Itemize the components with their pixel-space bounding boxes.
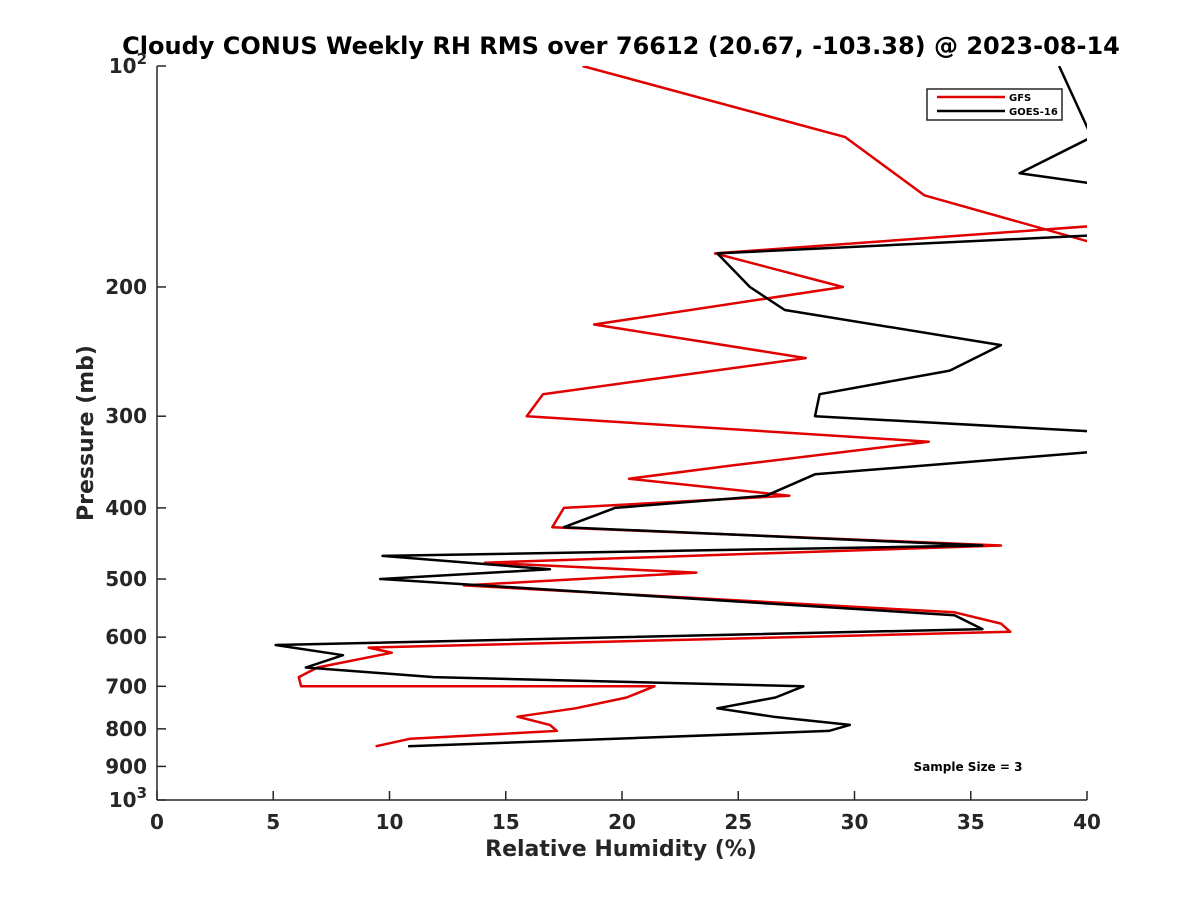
x-tick-label: 0 [150,810,164,834]
y-tick-label: 200 [105,275,147,299]
x-tick-label: 30 [841,810,869,834]
y-tick-label: 103 [109,784,147,812]
x-tick-label: 35 [957,810,985,834]
y-tick-label: 300 [105,404,147,428]
y-tick-label: 500 [105,567,147,591]
x-tick-label: 5 [266,810,280,834]
y-tick-label-exponent: 2 [137,50,147,68]
chart-title: Cloudy CONUS Weekly RH RMS over 76612 (2… [122,32,1120,60]
y-tick-label: 800 [105,717,147,741]
series-line-gfs [297,66,1087,748]
x-tick-label: 10 [376,810,404,834]
y-tick-label: 700 [105,674,147,698]
y-tick-label: 102 [109,50,147,78]
x-axis-label: Relative Humidity (%) [485,837,757,862]
y-tick-label: 600 [105,625,147,649]
series-layer [274,66,1087,748]
x-tick-label: 40 [1073,810,1101,834]
y-tick-label-exponent: 3 [137,784,147,802]
y-tick-label: 400 [105,496,147,520]
series-line-goes16 [274,66,1087,748]
legend-box [926,88,1063,121]
legend-label-goes16: GOES-16 [1009,107,1058,118]
sample-size-annotation: Sample Size = 3 [914,760,1023,774]
y-axis-label: Pressure (mb) [74,345,99,521]
x-axis-ticks: 0 5 10 15 20 25 30 35 40 [150,791,1101,834]
legend-label-gfs: GFS [1009,93,1031,104]
x-tick-label: 15 [492,810,520,834]
x-tick-label: 20 [608,810,636,834]
y-tick-label-base: 10 [109,54,137,78]
x-tick-label: 25 [724,810,752,834]
y-tick-label-base: 10 [109,788,137,812]
y-tick-label: 900 [105,754,147,778]
legend: GFS GOES-16 [926,88,1063,121]
plot-area: 0 5 10 15 20 25 30 35 40 10220030040050060070080… [105,50,1101,834]
